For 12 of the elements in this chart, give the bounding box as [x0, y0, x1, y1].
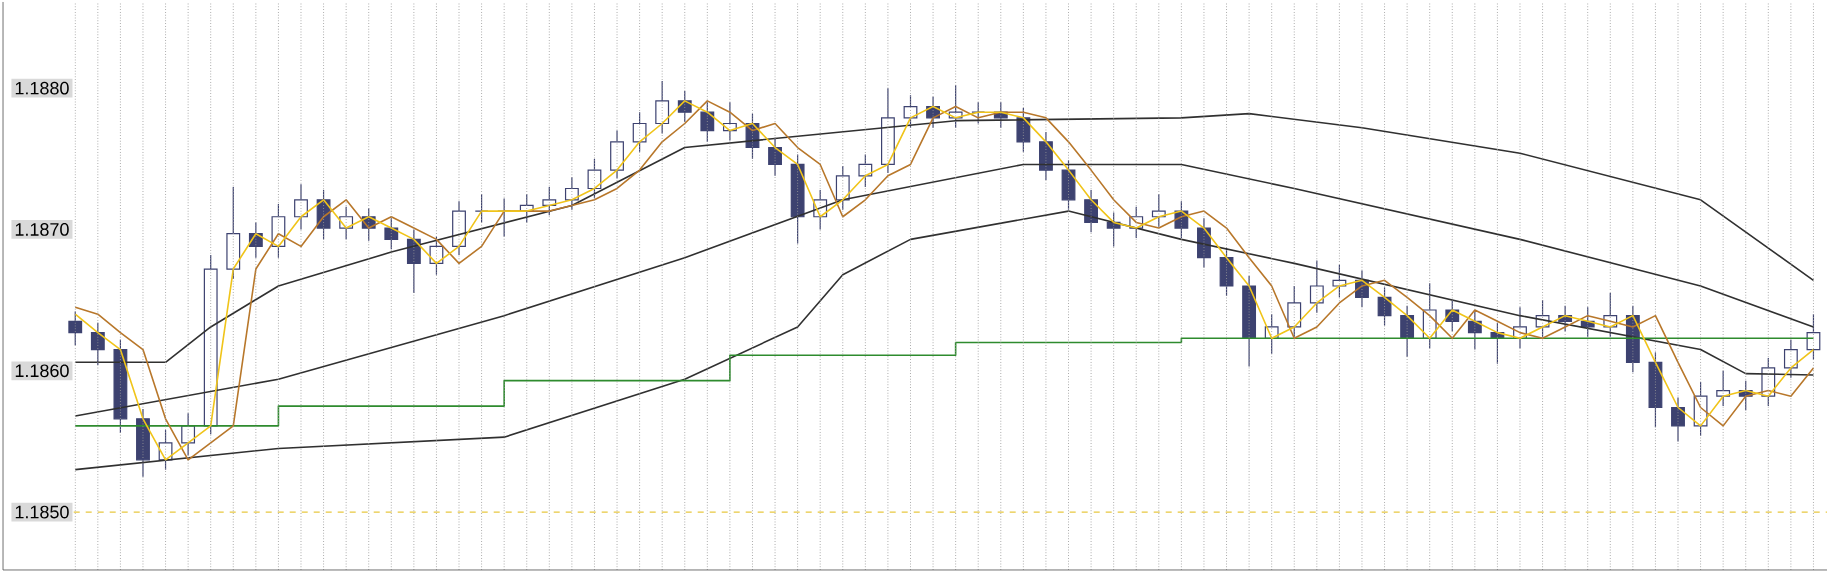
line-series — [74, 112, 1815, 364]
line-series — [74, 210, 1815, 471]
line-series — [74, 163, 1815, 417]
y-tick-label: 1.1880 — [15, 81, 69, 95]
candlestick — [384, 217, 399, 250]
candlestick — [587, 158, 602, 199]
candlestick — [1309, 259, 1324, 314]
y-tick-label: 1.1870 — [15, 223, 69, 236]
candlestick — [655, 80, 670, 134]
y-tick-label: 1.1850 — [15, 505, 69, 519]
candlestick — [1716, 370, 1731, 407]
y-tick-label: 1.1860 — [15, 364, 69, 378]
